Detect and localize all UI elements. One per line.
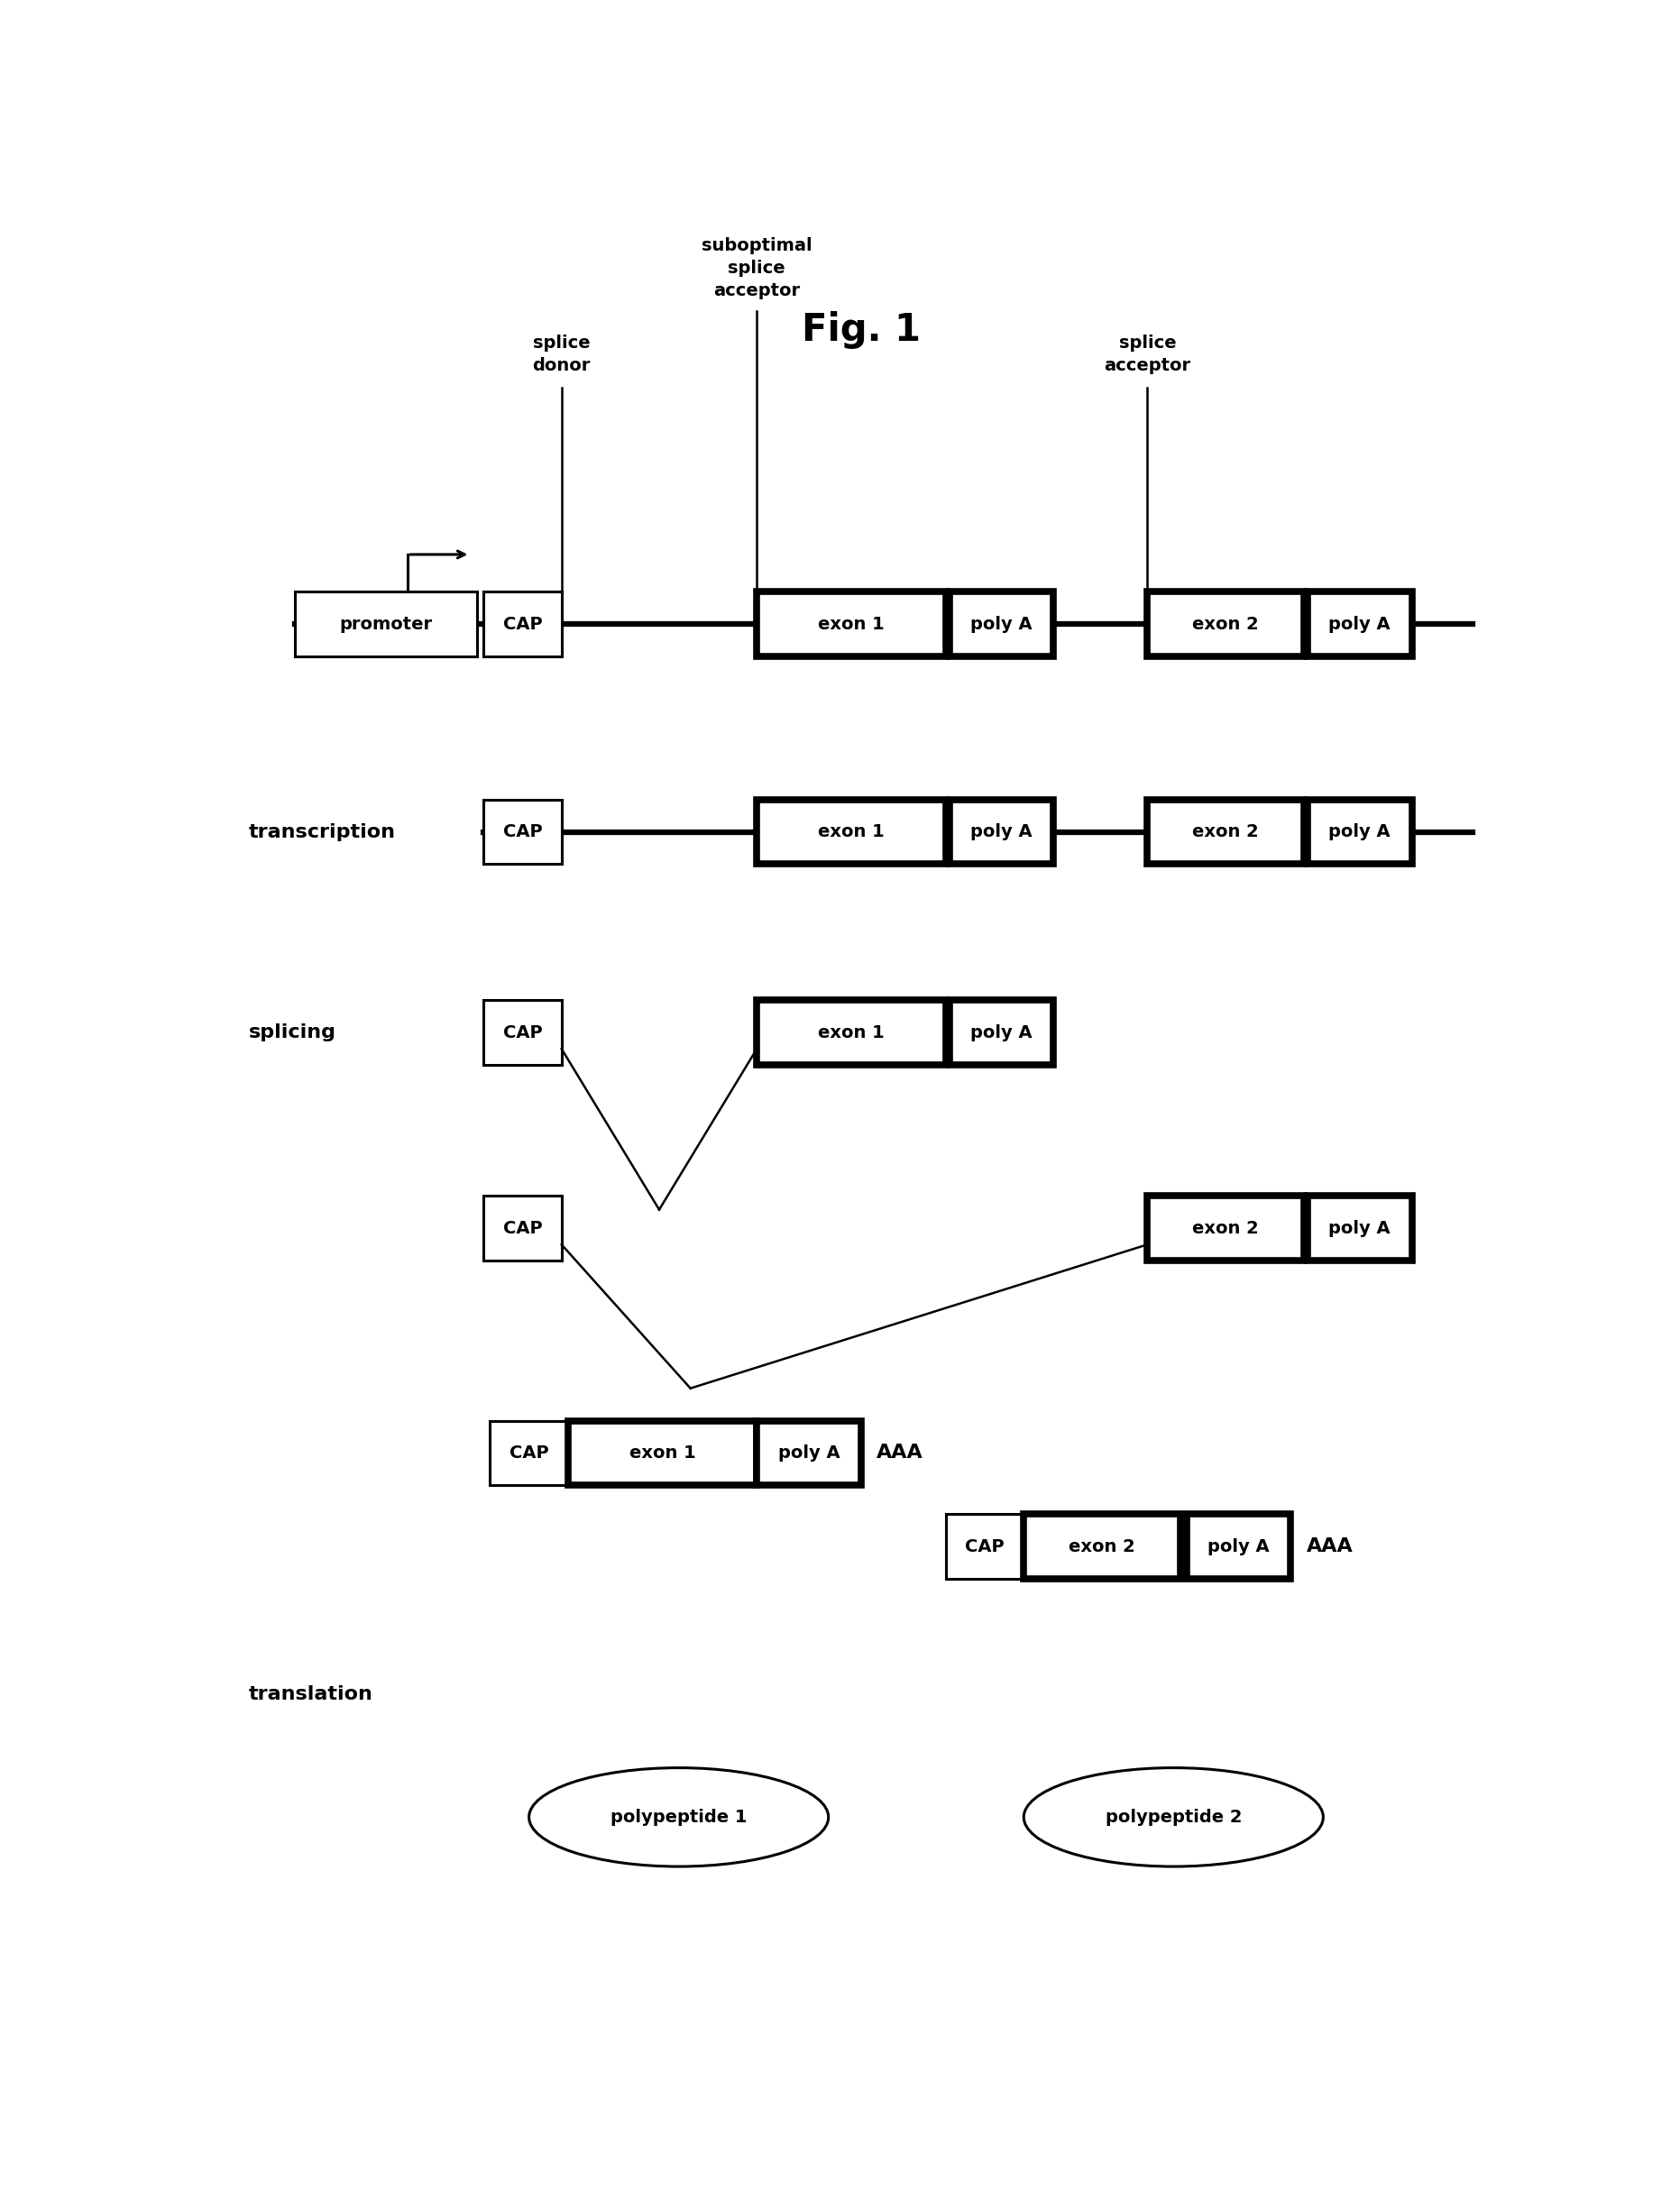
Bar: [294, 592, 477, 656]
Text: exon 1: exon 1: [630, 1445, 696, 1461]
Text: polypeptide 2: polypeptide 2: [1105, 1808, 1242, 1825]
Text: poly A: poly A: [971, 617, 1033, 632]
Bar: [756, 592, 946, 656]
Text: Fig. 1: Fig. 1: [801, 312, 921, 349]
Bar: [484, 1001, 561, 1065]
Text: suboptimal
splice
acceptor: suboptimal splice acceptor: [702, 236, 811, 298]
Bar: [756, 800, 946, 864]
Text: CAP: CAP: [502, 824, 543, 840]
Ellipse shape: [1023, 1768, 1324, 1867]
Text: exon 2: exon 2: [1193, 824, 1258, 840]
Text: splice
acceptor: splice acceptor: [1104, 334, 1191, 373]
Bar: [949, 800, 1053, 864]
Text: poly A: poly A: [1208, 1538, 1270, 1556]
Bar: [1147, 592, 1304, 656]
Bar: [1307, 1196, 1411, 1260]
Bar: [491, 1421, 568, 1485]
Text: poly A: poly A: [971, 1023, 1033, 1041]
Text: exon 1: exon 1: [818, 824, 884, 840]
Bar: [1186, 1514, 1290, 1578]
Bar: [756, 1421, 860, 1485]
Bar: [756, 1001, 946, 1065]
Bar: [1307, 592, 1411, 656]
Text: promoter: promoter: [339, 617, 432, 632]
Bar: [484, 800, 561, 864]
Bar: [484, 592, 561, 656]
Bar: [949, 592, 1053, 656]
Text: exon 2: exon 2: [1193, 1220, 1258, 1238]
Text: poly A: poly A: [1329, 824, 1391, 840]
Bar: [1147, 1196, 1304, 1260]
Text: poly A: poly A: [1329, 1220, 1391, 1238]
Text: CAP: CAP: [502, 1023, 543, 1041]
Text: CAP: CAP: [964, 1538, 1005, 1556]
Text: AAA: AAA: [877, 1443, 924, 1463]
Bar: [949, 1001, 1053, 1065]
Text: splicing: splicing: [249, 1023, 336, 1041]
Text: exon 2: exon 2: [1193, 617, 1258, 632]
Text: transcription: transcription: [249, 822, 396, 840]
Text: poly A: poly A: [1329, 617, 1391, 632]
Text: AAA: AAA: [1307, 1538, 1352, 1556]
Text: splice
donor: splice donor: [533, 334, 591, 373]
Bar: [484, 1196, 561, 1260]
Bar: [946, 1514, 1023, 1578]
Text: polypeptide 1: polypeptide 1: [610, 1808, 748, 1825]
Bar: [568, 1421, 758, 1485]
Text: translation: translation: [249, 1686, 373, 1704]
Text: exon 1: exon 1: [818, 1023, 884, 1041]
Text: CAP: CAP: [509, 1445, 549, 1461]
Text: CAP: CAP: [502, 1220, 543, 1238]
Text: poly A: poly A: [971, 824, 1033, 840]
Bar: [1023, 1514, 1179, 1578]
Text: exon 1: exon 1: [818, 617, 884, 632]
Bar: [1307, 800, 1411, 864]
Text: CAP: CAP: [502, 617, 543, 632]
Bar: [1147, 800, 1304, 864]
Text: poly A: poly A: [778, 1445, 840, 1461]
Ellipse shape: [529, 1768, 828, 1867]
Text: exon 2: exon 2: [1068, 1538, 1136, 1556]
